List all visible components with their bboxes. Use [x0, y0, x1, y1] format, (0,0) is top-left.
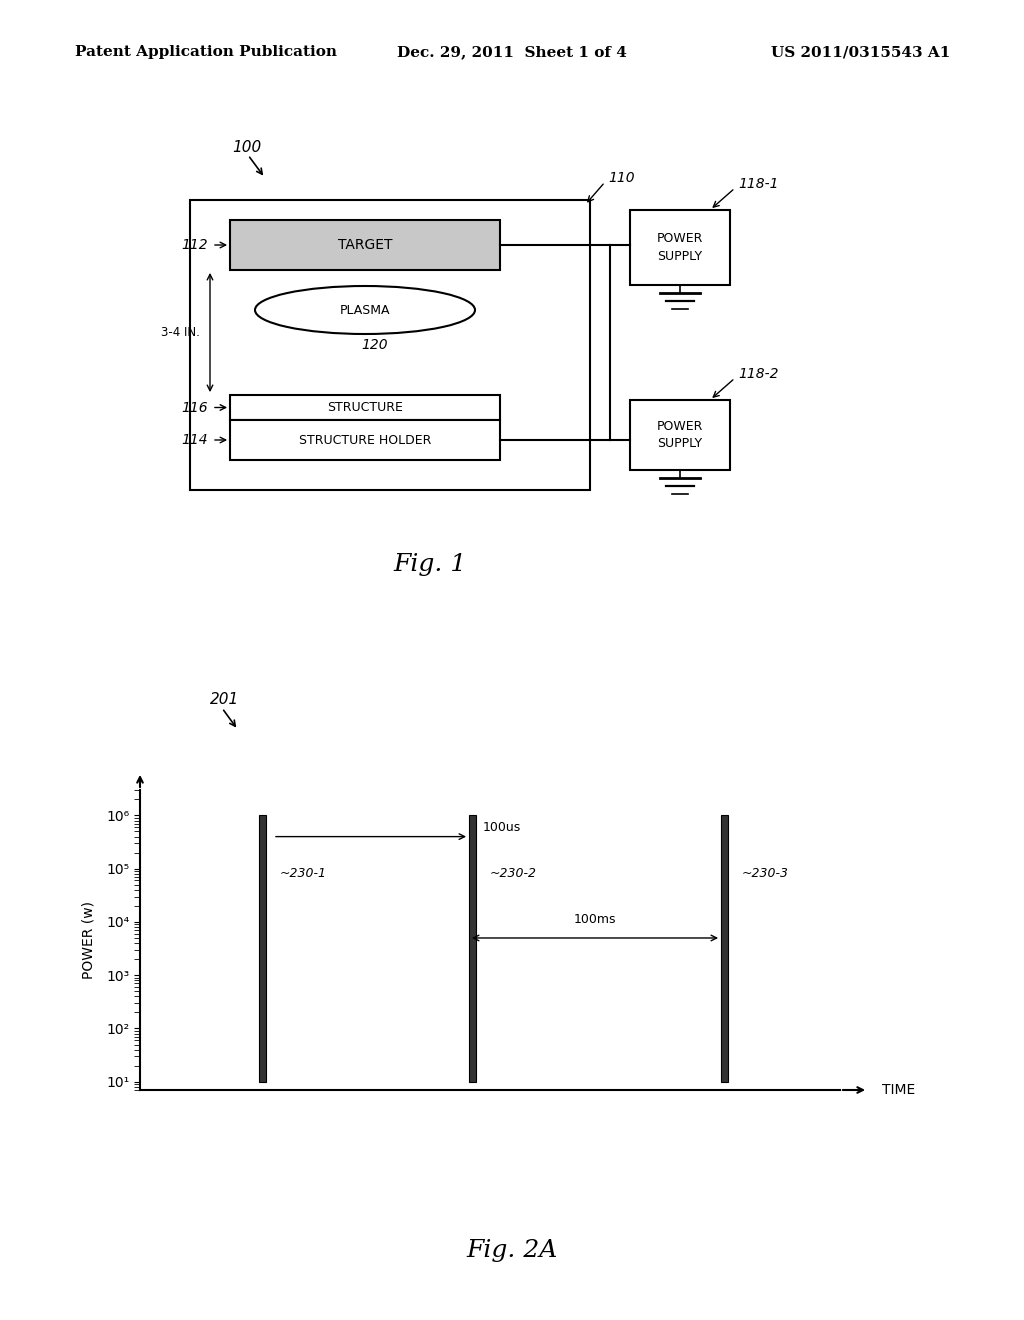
Text: 100: 100	[232, 140, 261, 156]
Bar	[230, 220, 500, 271]
Bar	[630, 400, 730, 470]
Text: 120: 120	[361, 338, 388, 352]
Text: STRUCTURE HOLDER: STRUCTURE HOLDER	[299, 433, 431, 446]
Text: Dec. 29, 2011  Sheet 1 of 4: Dec. 29, 2011 Sheet 1 of 4	[397, 45, 627, 59]
Text: POWER
SUPPLY: POWER SUPPLY	[656, 232, 703, 263]
Text: STRUCTURE: STRUCTURE	[327, 401, 402, 414]
Text: 118-1: 118-1	[738, 177, 778, 191]
Text: 3-4 IN.: 3-4 IN.	[161, 326, 200, 339]
Text: 118-2: 118-2	[738, 367, 778, 381]
Text: 112: 112	[181, 238, 208, 252]
Text: ~230-1: ~230-1	[280, 867, 327, 880]
Text: 116: 116	[181, 400, 208, 414]
Text: 100ms: 100ms	[573, 913, 616, 927]
Text: TARGET: TARGET	[338, 238, 392, 252]
Text: 100us: 100us	[483, 821, 521, 834]
Bar	[469, 816, 476, 1082]
Bar	[190, 201, 590, 490]
Text: ~230-2: ~230-2	[490, 867, 537, 880]
Text: POWER
SUPPLY: POWER SUPPLY	[656, 420, 703, 450]
Bar	[259, 816, 266, 1082]
Text: Fig. 1: Fig. 1	[393, 553, 467, 577]
Text: US 2011/0315543 A1: US 2011/0315543 A1	[771, 45, 950, 59]
Bar	[721, 816, 728, 1082]
Text: TIME: TIME	[882, 1082, 915, 1097]
Y-axis label: POWER (w): POWER (w)	[81, 902, 95, 979]
Text: 114: 114	[181, 433, 208, 447]
Text: 110: 110	[608, 172, 635, 185]
Bar	[230, 395, 500, 420]
Bar	[630, 210, 730, 285]
Text: ~230-3: ~230-3	[742, 867, 790, 880]
Text: PLASMA: PLASMA	[340, 304, 390, 317]
Ellipse shape	[255, 286, 475, 334]
Text: Fig. 2A: Fig. 2A	[466, 1238, 558, 1262]
Text: 201: 201	[210, 693, 240, 708]
Bar	[230, 420, 500, 459]
Text: Patent Application Publication: Patent Application Publication	[75, 45, 337, 59]
